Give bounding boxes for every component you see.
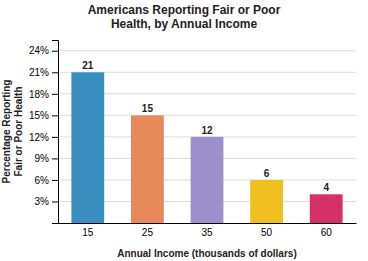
tick-mark [52, 72, 58, 73]
data-label: 6 [264, 168, 270, 179]
tick-label: 3% [35, 196, 50, 207]
tick-label: 6% [35, 175, 50, 186]
tick-label: 24% [29, 45, 49, 56]
tick: 25 [142, 227, 154, 238]
tick: 21% [29, 67, 58, 78]
tick-label: 21% [29, 67, 49, 78]
tick: 15 [82, 227, 94, 238]
x-axis: 15 25 35 50 60 [59, 224, 357, 239]
tick-label: 50 [261, 227, 273, 238]
tick-label: 35 [201, 227, 213, 238]
bar [191, 137, 224, 223]
title: Americans Reporting Fair or PoorHealth, … [88, 3, 281, 31]
tick-label: 60 [321, 227, 333, 238]
data-label: 21 [82, 60, 94, 71]
tick-mark [52, 94, 58, 95]
plot: 3% 6% 9% 12% 15% 18% 21% 24% 15 25 35 50 60 21 15 12 6 4 [29, 41, 357, 239]
tick: 24% [29, 45, 58, 56]
tick: 3% [35, 196, 58, 207]
tick-label: 18% [29, 89, 49, 100]
data-label: 4 [323, 182, 329, 193]
tick-label: 15% [29, 110, 49, 121]
bars [71, 72, 342, 223]
y-axis-title: Percentage ReportingFair or Poor Health [1, 80, 24, 184]
tick-mark [52, 115, 58, 116]
axis-line [59, 223, 357, 224]
bar [131, 115, 164, 223]
grid-line [58, 50, 356, 51]
chart: Americans Reporting Fair or PoorHealth, … [0, 0, 368, 261]
bar [310, 194, 343, 223]
y-axis: 3% 6% 9% 12% 15% 18% 21% 24% [29, 41, 59, 224]
tick: 50 [261, 227, 273, 238]
tick-label: 9% [35, 153, 50, 164]
data-label: 15 [142, 103, 154, 114]
tick: 9% [35, 153, 58, 164]
tick: 6% [35, 175, 58, 186]
tick: 15% [29, 110, 58, 121]
tick: 60 [321, 227, 333, 238]
tick-label: 15 [82, 227, 94, 238]
bar [250, 180, 283, 223]
axis-line [52, 41, 59, 224]
tick-mark [52, 201, 58, 202]
tick: 12% [29, 132, 58, 143]
bar [71, 72, 104, 223]
tick-mark [52, 158, 58, 159]
x-axis-title: Annual Income (thousands of dollars) [117, 248, 296, 259]
data-label: 12 [201, 125, 213, 136]
tick-label: 25 [142, 227, 154, 238]
data-labels: 21 15 12 6 4 [82, 60, 329, 193]
tick: 35 [201, 227, 213, 238]
tick-label: 12% [29, 132, 49, 143]
tick-mark [52, 180, 58, 181]
tick: 18% [29, 89, 58, 100]
tick-mark [52, 51, 58, 52]
tick-mark [52, 137, 58, 138]
